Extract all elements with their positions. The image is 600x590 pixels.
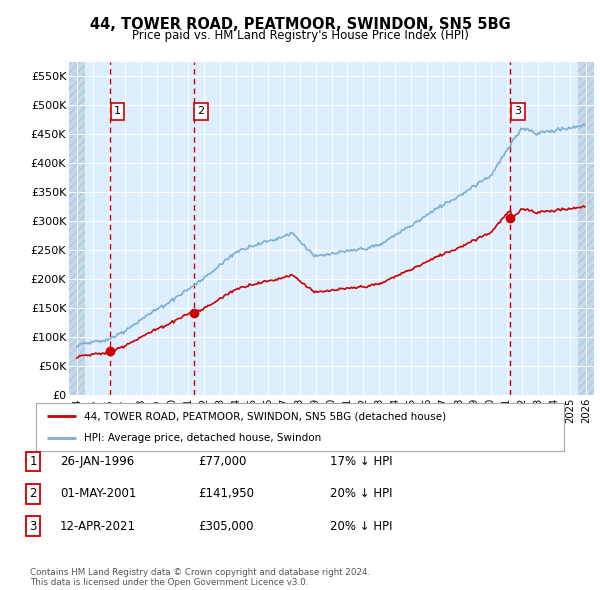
Text: £141,950: £141,950 (198, 487, 254, 500)
Text: HPI: Average price, detached house, Swindon: HPI: Average price, detached house, Swin… (83, 433, 321, 443)
Text: £77,000: £77,000 (198, 455, 247, 468)
Text: 26-JAN-1996: 26-JAN-1996 (60, 455, 134, 468)
Bar (69, 47, 85, 395)
Text: Contains HM Land Registry data © Crown copyright and database right 2024.
This d: Contains HM Land Registry data © Crown c… (30, 568, 370, 587)
Text: £305,000: £305,000 (198, 520, 254, 533)
Bar (578, 47, 600, 395)
Text: 44, TOWER ROAD, PEATMOOR, SWINDON, SN5 5BG (detached house): 44, TOWER ROAD, PEATMOOR, SWINDON, SN5 5… (83, 411, 446, 421)
Text: 2: 2 (197, 106, 205, 116)
Text: 1: 1 (29, 455, 37, 468)
Text: 1: 1 (114, 106, 121, 116)
Text: 3: 3 (29, 520, 37, 533)
Text: Price paid vs. HM Land Registry's House Price Index (HPI): Price paid vs. HM Land Registry's House … (131, 29, 469, 42)
Text: 44, TOWER ROAD, PEATMOOR, SWINDON, SN5 5BG: 44, TOWER ROAD, PEATMOOR, SWINDON, SN5 5… (89, 17, 511, 31)
Text: 20% ↓ HPI: 20% ↓ HPI (330, 520, 392, 533)
Text: 20% ↓ HPI: 20% ↓ HPI (330, 487, 392, 500)
Text: 12-APR-2021: 12-APR-2021 (60, 520, 136, 533)
Text: 01-MAY-2001: 01-MAY-2001 (60, 487, 136, 500)
Text: 17% ↓ HPI: 17% ↓ HPI (330, 455, 392, 468)
Text: 3: 3 (514, 106, 521, 116)
Text: 2: 2 (29, 487, 37, 500)
